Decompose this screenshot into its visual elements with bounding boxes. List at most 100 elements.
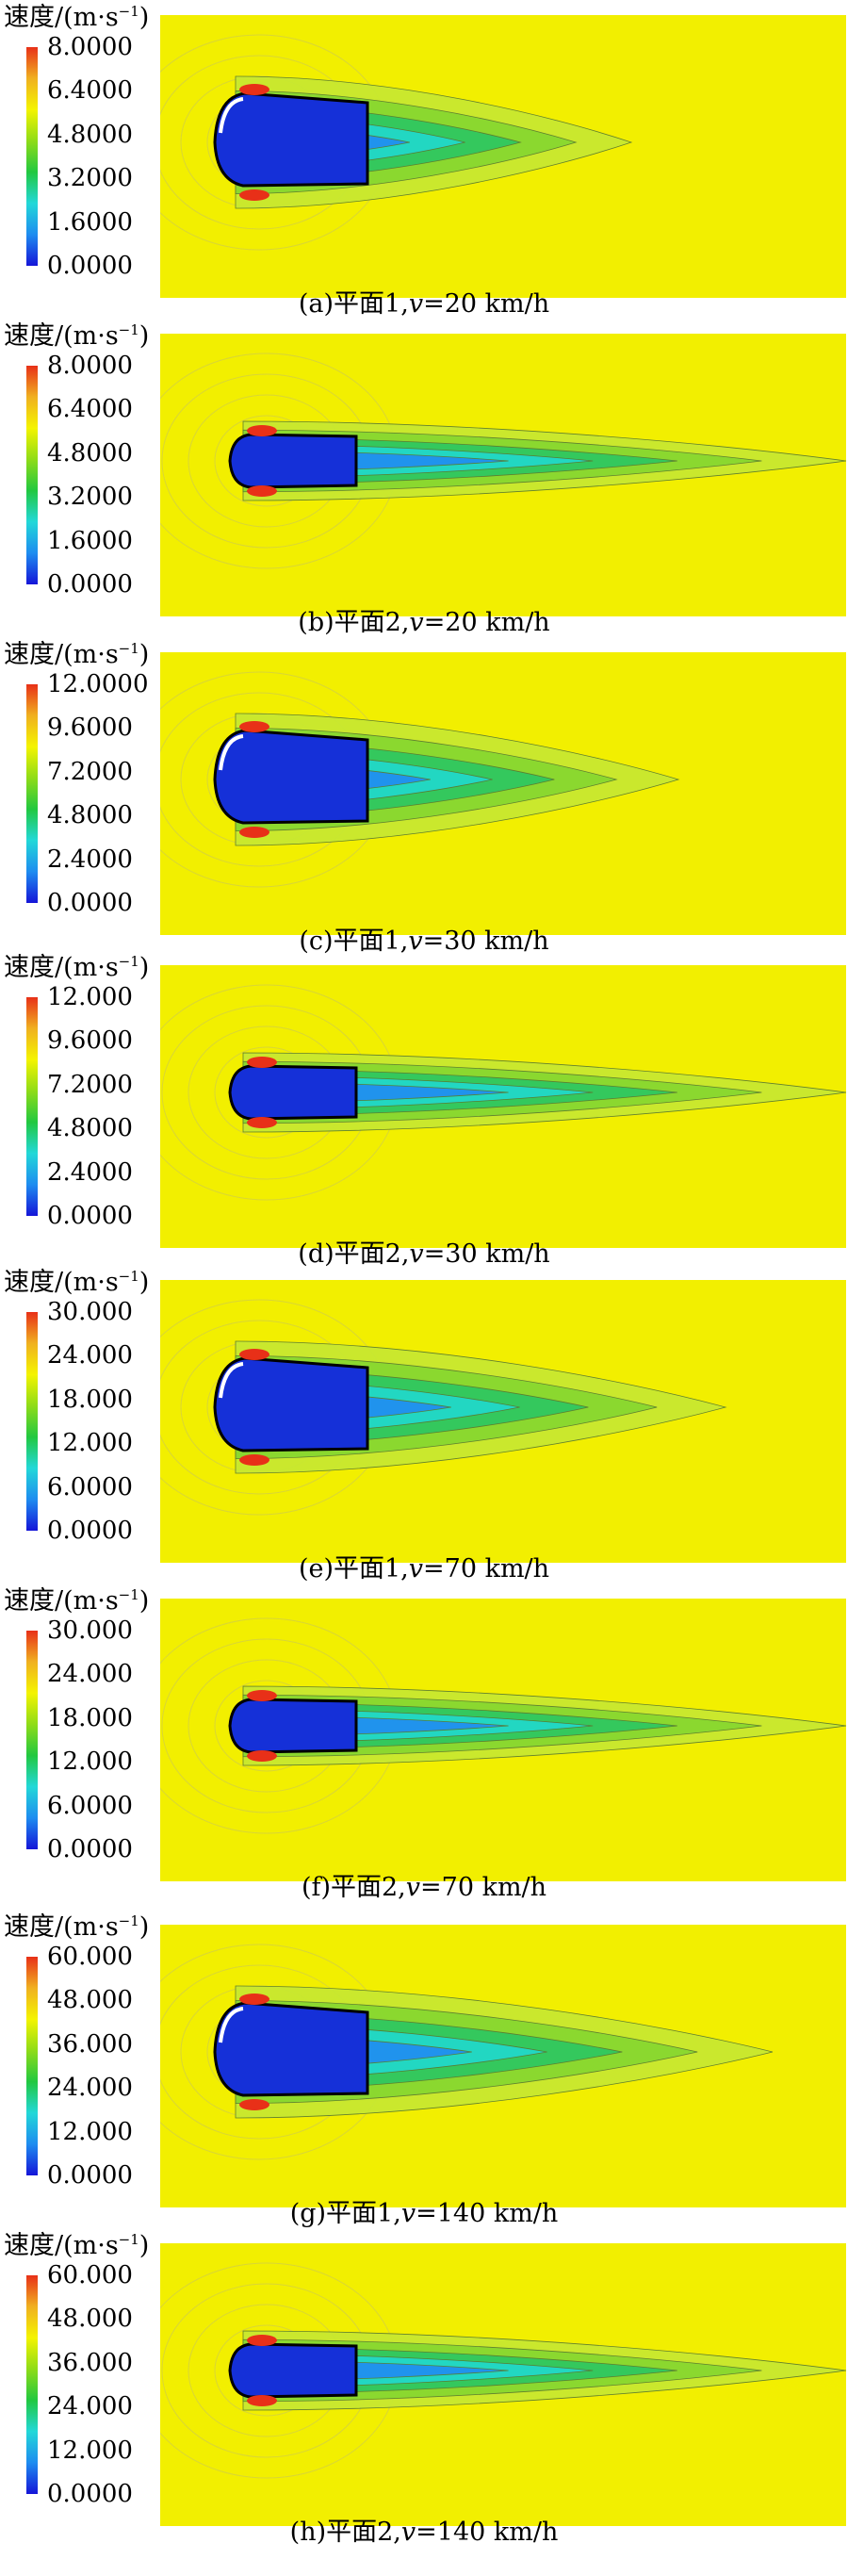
- vehicle-body-plane1: [213, 1356, 369, 1452]
- colorbar-tick-label: 4.8000: [47, 438, 133, 468]
- caption-variable: v: [409, 1239, 424, 1269]
- colorbar-unit-label: 速度/(m·s−1): [4, 1580, 149, 1616]
- high-speed-spot: [247, 2395, 277, 2406]
- contour-field: [160, 2243, 846, 2526]
- colorbar-tick-label: 0.0000: [47, 2480, 133, 2508]
- panel-d: 速度/(m·s−1) 12.000 9.6000 7.2000 4.8000 2.4000…: [0, 950, 848, 1269]
- colorbar-unit-label: 速度/(m·s−1): [4, 1906, 149, 1943]
- high-speed-spot: [247, 1750, 277, 1762]
- colorbar-tick-label: 3.2000: [47, 164, 133, 193]
- unit-label-close: ): [139, 1586, 150, 1616]
- colorbar-tick-label: 18.000: [47, 1385, 133, 1414]
- colorbar-tick-label: 9.6000: [47, 714, 133, 743]
- stagnation-edge: [219, 734, 244, 771]
- unit-label-text: 速度/(m·s: [4, 953, 119, 982]
- colorbar-tick-label: 24.000: [47, 1660, 133, 1689]
- unit-label-close: ): [139, 3, 150, 32]
- caption-variable: v: [409, 608, 424, 637]
- vehicle-body-plane2: [228, 433, 358, 489]
- vehicle-body-plane2: [228, 1698, 358, 1754]
- colorbar-tick-label: 2.4000: [47, 845, 133, 874]
- colorbar-tick-label: 4.8000: [47, 120, 133, 149]
- vehicle-body-plane1: [213, 91, 369, 188]
- colorbar-unit-label: 速度/(m·s−1): [4, 633, 149, 670]
- colorbar-tick-label: 36.000: [47, 2029, 133, 2059]
- colorbar-tick-label: 0.0000: [47, 2161, 133, 2190]
- colorbar-tick-label: 60.000: [47, 1943, 133, 1971]
- stagnation-edge: [219, 1362, 244, 1399]
- colorbar-tick-label: 2.4000: [47, 1157, 133, 1187]
- caption-speed: =70 km/h: [423, 1554, 550, 1583]
- unit-label-text: 速度/(m·s: [4, 321, 119, 351]
- unit-label-text: 速度/(m·s: [4, 2231, 119, 2260]
- colorbar-tick-label: 7.2000: [47, 1070, 133, 1099]
- unit-label-text: 速度/(m·s: [4, 1912, 119, 1942]
- panel-b: 速度/(m·s−1) 8.0000 6.4000 4.8000 3.2000 1.6000…: [0, 319, 848, 637]
- caption-speed: =30 km/h: [422, 927, 549, 956]
- colorbar-unit-label: 速度/(m·s−1): [4, 2224, 149, 2261]
- colorbar-unit-label: 速度/(m·s−1): [4, 946, 149, 983]
- high-speed-spot: [247, 425, 277, 436]
- caption-prefix: (f)平面2,: [301, 1873, 406, 1902]
- colorbar-tick-label: 12.000: [47, 983, 133, 1011]
- colorbar-tick-label: 48.000: [47, 1986, 133, 2015]
- colorbar-tick-label: 30.000: [47, 1616, 133, 1645]
- contour-field: [160, 1925, 846, 2207]
- unit-label-exponent: −1: [118, 1912, 139, 1929]
- colorbar-tick-label: 24.000: [47, 2392, 133, 2421]
- unit-label-close: ): [139, 2231, 150, 2260]
- colorbar: [26, 684, 38, 903]
- high-speed-spot: [239, 1994, 269, 2005]
- colorbar-tick-label: 0.0000: [47, 1517, 133, 1545]
- caption-variable: v: [405, 1873, 421, 1902]
- caption-speed: =140 km/h: [416, 2518, 559, 2547]
- colorbar-tick-label: 6.0000: [47, 1791, 133, 1820]
- contour-plot: [160, 965, 846, 1248]
- high-speed-spot: [247, 1117, 277, 1128]
- colorbar-unit-label: 速度/(m·s−1): [4, 315, 149, 352]
- colorbar-tick-label: 30.000: [47, 1298, 133, 1326]
- high-speed-spot: [247, 1690, 277, 1701]
- caption-prefix: (e)平面1,: [298, 1554, 409, 1583]
- colorbar-tick-label: 8.0000: [47, 352, 133, 380]
- unit-label-exponent: −1: [118, 321, 139, 338]
- contour-field: [160, 1599, 846, 1881]
- caption-variable: v: [408, 289, 424, 319]
- panel-caption: (f)平面2,v=70 km/h: [0, 1866, 848, 1903]
- unit-label-exponent: −1: [118, 1586, 139, 1603]
- contour-field: [160, 652, 846, 935]
- colorbar-tick-label: 7.2000: [47, 757, 133, 786]
- unit-label-exponent: −1: [118, 3, 139, 20]
- colorbar-tick-label: 0.0000: [47, 889, 133, 917]
- caption-prefix: (h)平面2,: [289, 2518, 401, 2547]
- contour-field: [160, 965, 846, 1248]
- unit-label-close: ): [139, 1268, 150, 1297]
- high-speed-spot: [239, 827, 269, 838]
- caption-speed: =70 km/h: [420, 1873, 547, 1902]
- unit-label-exponent: −1: [118, 640, 139, 657]
- high-speed-spot: [239, 189, 269, 201]
- vehicle-body-plane2: [228, 1064, 358, 1121]
- colorbar-tick-label: 24.000: [47, 1341, 133, 1370]
- colorbar-tick-label: 0.0000: [47, 1202, 133, 1230]
- unit-label-close: ): [139, 640, 150, 669]
- caption-prefix: (c)平面1,: [299, 927, 409, 956]
- unit-label-close: ): [139, 953, 150, 982]
- panel-caption: (d)平面2,v=30 km/h: [0, 1233, 848, 1270]
- high-speed-spot: [247, 485, 277, 497]
- colorbar-tick-label: 0.0000: [47, 252, 133, 280]
- panel-a: 速度/(m·s−1) 8.0000 6.4000 4.8000 3.2000 1.6000…: [0, 0, 848, 319]
- contour-plot: [160, 334, 846, 616]
- colorbar-tick-label: 3.2000: [47, 483, 133, 512]
- colorbar: [26, 1312, 38, 1531]
- panel-caption: (c)平面1,v=30 km/h: [0, 920, 848, 957]
- colorbar: [26, 1957, 38, 2175]
- colorbar-tick-label: 12.0000: [47, 670, 149, 698]
- unit-label-exponent: −1: [118, 1268, 139, 1285]
- colorbar-tick-label: 8.0000: [47, 33, 133, 61]
- colorbar-tick-label: 12.000: [47, 2117, 133, 2146]
- high-speed-spot: [239, 2099, 269, 2110]
- colorbar-tick-label: 0.0000: [47, 570, 133, 599]
- unit-label-close: ): [139, 1912, 150, 1942]
- caption-prefix: (b)平面2,: [298, 608, 410, 637]
